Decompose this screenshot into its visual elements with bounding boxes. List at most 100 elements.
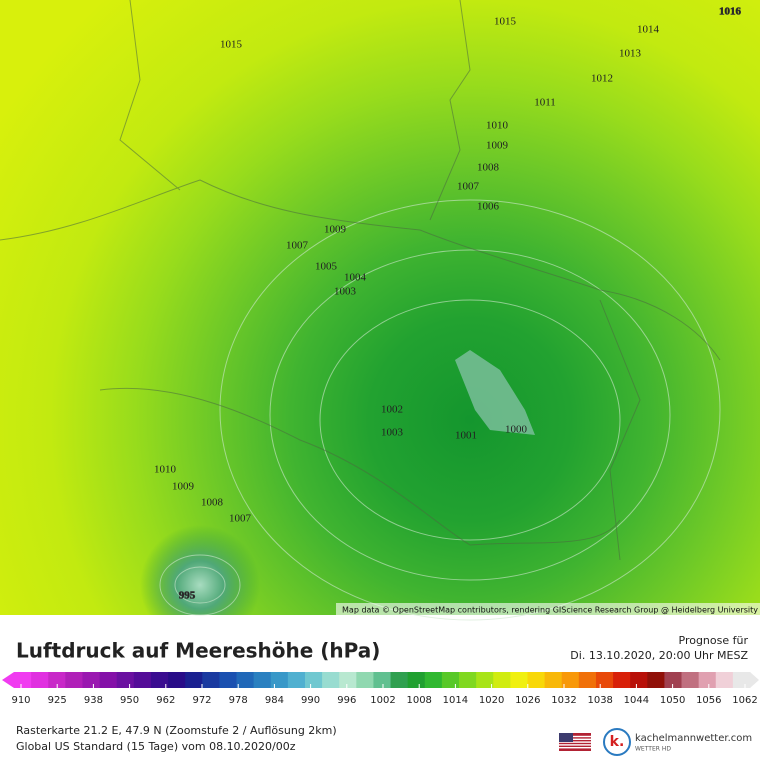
color-cell bbox=[339, 672, 357, 688]
legend: Luftdruck auf Meereshöhe (hPa) Prognose … bbox=[2, 634, 759, 706]
color-cell bbox=[664, 672, 682, 688]
arrow-left bbox=[2, 672, 14, 688]
color-cell bbox=[304, 672, 323, 688]
color-cell bbox=[116, 672, 135, 688]
contour-label: 1005 bbox=[315, 261, 338, 273]
color-cell bbox=[613, 672, 631, 688]
contour-label: 1004 bbox=[344, 272, 367, 284]
contour-label: 1001 bbox=[455, 430, 477, 442]
color-cell bbox=[202, 672, 220, 688]
tick-label: 1008 bbox=[406, 695, 431, 706]
tick-label: 1032 bbox=[551, 695, 576, 706]
color-cell bbox=[356, 672, 374, 688]
color-cell bbox=[510, 672, 528, 688]
color-cell bbox=[681, 672, 700, 688]
contour-label: 1011 bbox=[534, 97, 556, 109]
tick-label: 925 bbox=[48, 695, 67, 706]
contour-label: 1000 bbox=[505, 424, 528, 436]
color-cell bbox=[715, 672, 734, 688]
color-bar: 910 925 938 950 962 972 978 984 990 996 1002 1008 10… bbox=[2, 672, 759, 706]
contour-label: 1007 bbox=[457, 181, 480, 193]
arrow-right bbox=[750, 672, 759, 688]
tick-label: 1026 bbox=[515, 695, 540, 706]
tick-label: 910 bbox=[11, 695, 30, 706]
tick-label: 1038 bbox=[587, 695, 612, 706]
color-cell bbox=[732, 672, 751, 688]
logo-mark: k. bbox=[610, 734, 625, 750]
tick-label: 962 bbox=[156, 695, 175, 706]
logo-sub: WETTER HD bbox=[635, 746, 671, 753]
contour-label: 1009 bbox=[172, 481, 195, 493]
color-cell bbox=[561, 672, 580, 688]
forecast-time: Di. 13.10.2020, 20:00 Uhr MESZ bbox=[570, 649, 748, 662]
color-cell bbox=[133, 672, 152, 688]
color-cell bbox=[476, 672, 494, 688]
footer-line: Rasterkarte 21.2 E, 47.9 N (Zoomstufe 2 … bbox=[16, 724, 337, 737]
contour-label: 1002 bbox=[381, 404, 403, 416]
tick-label: 996 bbox=[337, 695, 356, 706]
contour-label: 1007 bbox=[229, 513, 252, 525]
tick-label: 972 bbox=[192, 695, 211, 706]
logo-circle bbox=[603, 728, 631, 756]
map: Map data © OpenStreetMap contributors, r… bbox=[0, 0, 760, 621]
footer: Rasterkarte 21.2 E, 47.9 N (Zoomstufe 2 … bbox=[16, 724, 752, 756]
color-cell bbox=[544, 672, 563, 688]
attribution: Map data © OpenStreetMap contributors, r… bbox=[342, 606, 758, 615]
color-cell bbox=[48, 672, 66, 688]
contour-label: 1015 bbox=[494, 16, 517, 28]
tick-label: 1014 bbox=[443, 695, 468, 706]
legend-title: Luftdruck auf Meereshöhe (hPa) bbox=[16, 639, 380, 663]
color-cell bbox=[287, 672, 306, 688]
color-cell bbox=[150, 672, 169, 688]
color-cell bbox=[527, 672, 546, 688]
color-cell bbox=[82, 672, 100, 688]
color-cell bbox=[647, 672, 665, 688]
tick-label: 1002 bbox=[370, 695, 395, 706]
contour-label: 1008 bbox=[201, 497, 224, 509]
color-cell bbox=[595, 672, 614, 688]
color-cell bbox=[373, 672, 391, 688]
contour-label: 1010 bbox=[486, 120, 509, 132]
us-flag bbox=[559, 733, 591, 751]
color-cell bbox=[459, 672, 477, 688]
color-cell bbox=[236, 672, 255, 688]
tick-label: 984 bbox=[265, 695, 284, 706]
color-cell bbox=[65, 672, 83, 688]
color-cell bbox=[493, 672, 511, 688]
tick-label: 1020 bbox=[479, 695, 504, 706]
contour-label: 1012 bbox=[591, 73, 613, 85]
forecast-label: Prognose für bbox=[679, 634, 749, 647]
contour-label: 1007 bbox=[286, 240, 309, 252]
color-cell bbox=[99, 672, 118, 688]
tick-label: 1062 bbox=[732, 695, 757, 706]
contour-label: 1003 bbox=[334, 286, 357, 298]
contour-label: 1009 bbox=[324, 224, 347, 236]
contour-label: 1014 bbox=[637, 24, 660, 36]
logo-name: kachelmannwetter.com bbox=[635, 733, 752, 744]
contour-label: 1015 bbox=[220, 39, 243, 51]
contour-label: 1003 bbox=[381, 427, 404, 439]
color-cell bbox=[185, 672, 203, 688]
color-cell bbox=[253, 672, 272, 688]
contour-label: 1009 bbox=[486, 140, 509, 152]
color-cell bbox=[168, 672, 186, 688]
tick-label: 990 bbox=[301, 695, 320, 706]
color-cell bbox=[14, 672, 32, 688]
color-cell bbox=[322, 672, 340, 688]
color-cell bbox=[270, 672, 289, 688]
color-cell bbox=[441, 672, 460, 688]
contour-label: 995 bbox=[179, 590, 196, 602]
footer-line: Global US Standard (15 Tage) vom 08.10.2… bbox=[16, 740, 296, 753]
color-cell bbox=[31, 672, 49, 688]
contour-labels: 1015 1016 1014 1013 1012 1011 1010 1009 1008 1007… bbox=[154, 5, 742, 602]
color-cell bbox=[698, 672, 717, 688]
contour-label: 1008 bbox=[477, 162, 500, 174]
color-cell bbox=[219, 672, 237, 688]
contour-label: 1013 bbox=[619, 48, 642, 60]
tick-label: 950 bbox=[120, 695, 139, 706]
tick-label: 1056 bbox=[696, 695, 721, 706]
tick-label: 1044 bbox=[624, 695, 649, 706]
contour-label: 1010 bbox=[154, 464, 177, 476]
tick-label: 1050 bbox=[660, 695, 685, 706]
